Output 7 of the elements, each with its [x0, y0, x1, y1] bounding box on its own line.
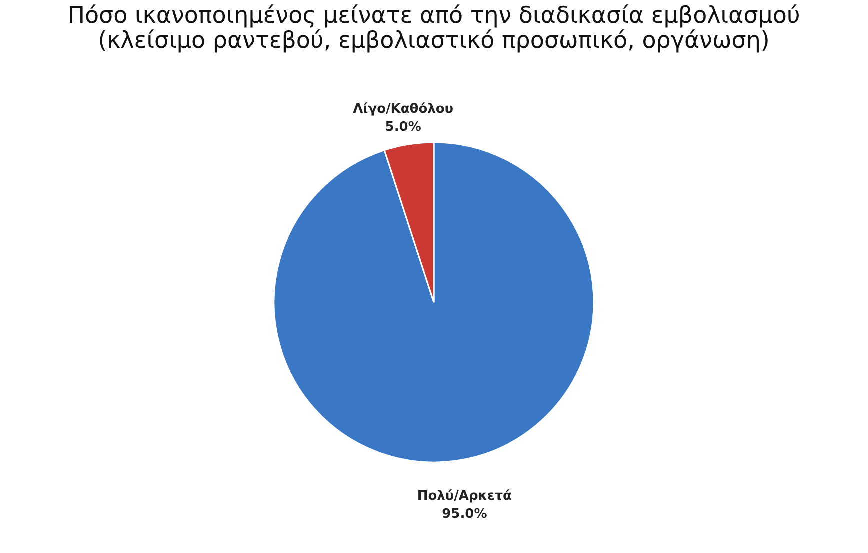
- data-label: 5.0%: [385, 120, 422, 135]
- slice-label: Λίγο/Καθόλου: [353, 102, 454, 117]
- slice-label: Πολύ/Αρκετά: [417, 489, 512, 504]
- text: Πόσο ικανοποιημένος μείνατε από την διαδικασία εμβολιασμού: [68, 3, 800, 29]
- text: (κλείσιμο ραντεβού, εμβολιαστικό προσωπικό, οργάνωση): [98, 28, 770, 54]
- data-label: 95.0%: [442, 507, 488, 522]
- pie-slice: [273, 142, 595, 464]
